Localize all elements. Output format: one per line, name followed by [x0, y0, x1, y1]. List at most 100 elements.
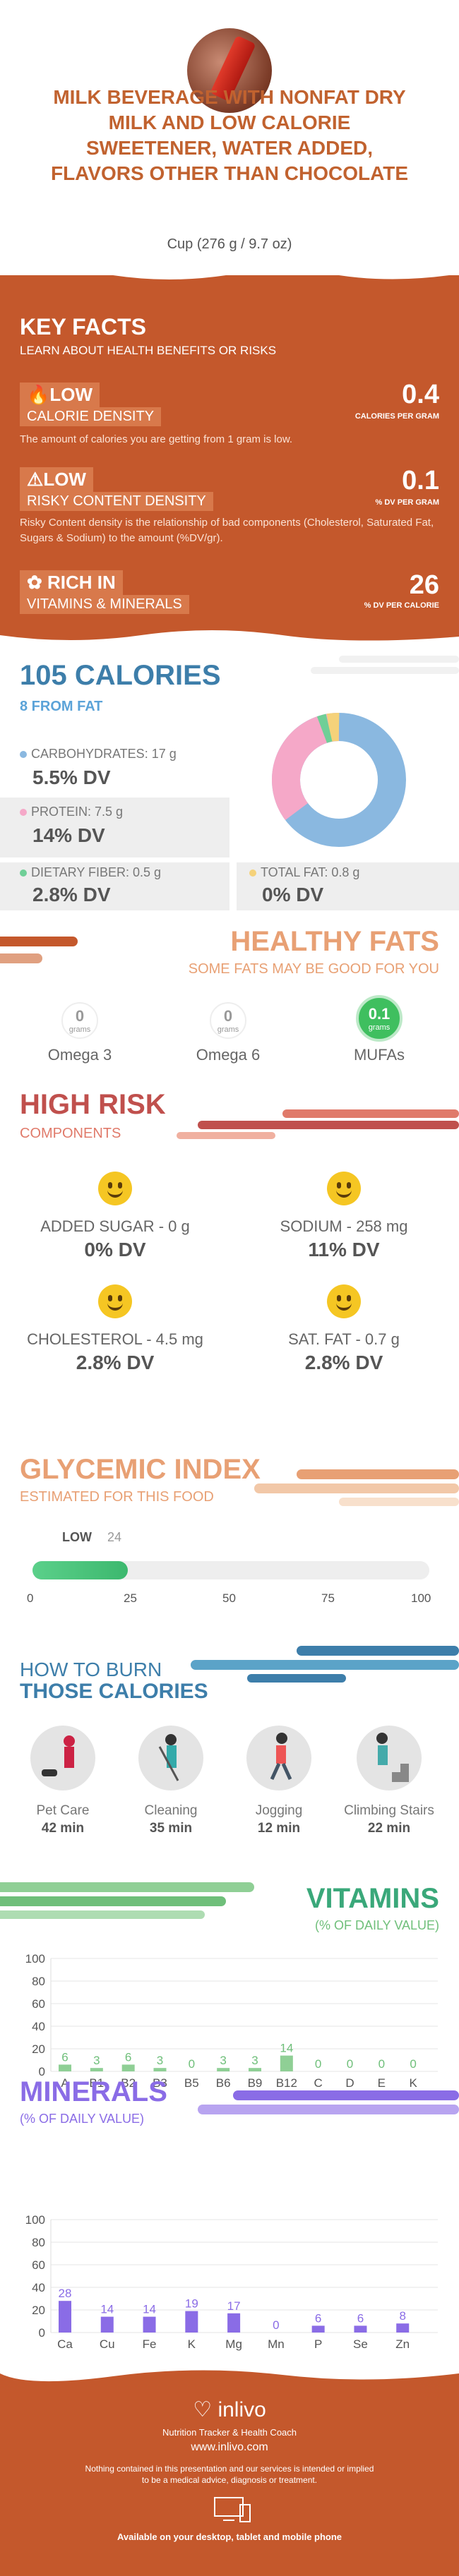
fat-dv: 0% DV [262, 884, 324, 905]
y-tick-label: 20 [32, 2042, 45, 2056]
protein-dot [20, 809, 27, 817]
y-tick-label: 0 [39, 2326, 45, 2340]
smile-icon-cholesterol [98, 1284, 132, 1318]
smile-icon-satfat [327, 1284, 361, 1318]
x-tick-K: K [409, 2076, 417, 2090]
fiber-label: DIETARY FIBER: 0.5 g [31, 865, 162, 879]
x-tick-E: E [378, 2076, 386, 2090]
pet-care-label: Pet Care [36, 1803, 90, 1818]
smile-icon-sodium [327, 1172, 361, 1205]
y-tick-label: 100 [25, 2213, 45, 2227]
bar-Zn [396, 2323, 410, 2333]
decor-stripes-risk [177, 1109, 459, 1139]
value-label-A: 6 [61, 2050, 68, 2064]
x-tick-D: D [345, 2076, 354, 2090]
x-tick-B5: B5 [184, 2076, 199, 2090]
x-tick-Cu: Cu [100, 2337, 115, 2351]
vitamins-unit: % DV PER CALORIE [364, 601, 439, 610]
donut-fiber [316, 714, 333, 743]
decor-stripes-minerals [198, 2090, 459, 2114]
carbs-dv: 5.5% DV [32, 766, 111, 788]
protein-dv: 14% DV [32, 824, 105, 846]
value-label-Se: 6 [357, 2311, 364, 2325]
carbs-label: CARBOHYDRATES: 17 g [31, 747, 177, 761]
decor-stripes-vitamins [0, 1882, 254, 1919]
footer-url[interactable]: www.inlivo.com [191, 2441, 268, 2453]
y-tick-label: 100 [25, 1952, 45, 1966]
mufas: 0.1 grams MUFAs [344, 995, 415, 1064]
x-tick-B3: B3 [153, 2076, 167, 2090]
x-tick-Se: Se [353, 2337, 368, 2351]
glycemic-title: GLYCEMIC INDEX [20, 1454, 261, 1485]
value-label-Ca: 28 [59, 2287, 72, 2300]
value-label-Mn: 0 [273, 2318, 279, 2332]
value-label-Zn: 8 [399, 2309, 405, 2323]
calorie-density-unit: CALORIES PER GRAM [354, 412, 439, 421]
risky-content-desc: Risky Content density is the relationshi… [20, 517, 434, 544]
glycemic-track [32, 1561, 429, 1579]
calorie-density-level: 🔥LOW [20, 383, 100, 407]
devices-icon [214, 2497, 251, 2522]
bar-Mg [227, 2313, 241, 2333]
bar-B1 [90, 2068, 103, 2071]
omega3-circle: 0 grams [61, 1002, 98, 1039]
bar-B2 [121, 2064, 135, 2071]
glycemic-subtitle: ESTIMATED FOR THIS FOOD [20, 1489, 214, 1505]
cleaning-icon [138, 1726, 203, 1790]
smile-icon-sugar [98, 1172, 132, 1205]
fiber-box: DIETARY FIBER: 0.5 g 2.8% DV [0, 862, 230, 910]
value-label-D: 0 [347, 2057, 353, 2071]
x-tick-Ca: Ca [57, 2337, 73, 2351]
bar-B9 [249, 2068, 261, 2071]
stairs-min: 22 min [367, 1821, 411, 1836]
gi-tick-75: 75 [321, 1591, 335, 1605]
stairs-icon [357, 1726, 422, 1790]
calories-title: 105 CALORIES [20, 660, 221, 691]
cleaning-min: 35 min [149, 1821, 193, 1836]
decor-stripes-fats [0, 937, 78, 963]
cholesterol-dv: 2.8% DV [76, 1352, 155, 1373]
x-tick-P: P [314, 2337, 322, 2351]
x-tick-Mg: Mg [225, 2337, 242, 2351]
wave-bottom [0, 630, 459, 645]
fat-dot [249, 869, 256, 877]
omega6-circle: 0 grams [210, 1002, 246, 1039]
glycemic-fill [32, 1561, 128, 1579]
sodium-label: SODIUM - 258 mg [280, 1217, 408, 1235]
calorie-density-label: CALORIE DENSITY [20, 407, 162, 426]
gi-tick-0: 0 [27, 1591, 34, 1605]
y-tick-label: 40 [32, 2281, 45, 2294]
food-title: MILK BEVERAGE WITH NONFAT DRY MILK AND L… [50, 86, 409, 184]
mufas-label: MUFAs [353, 1046, 405, 1064]
omega3: 0 grams Omega 3 [44, 1002, 115, 1064]
wave-top [0, 267, 459, 279]
vitamins-value: 26 [409, 570, 439, 600]
risky-content-label: RISKY CONTENT DENSITY [20, 492, 213, 511]
bar-B12 [280, 2055, 293, 2071]
value-label-Fe: 14 [143, 2303, 156, 2316]
sodium-dv: 11% DV [308, 1239, 380, 1260]
food-photo [187, 28, 272, 113]
x-tick-B9: B9 [248, 2076, 263, 2090]
fiber-dv: 2.8% DV [32, 884, 111, 905]
flame-icon: 🔥 [27, 384, 50, 405]
pet-care-min: 42 min [41, 1821, 85, 1836]
satfat-label: SAT. FAT - 0.7 g [288, 1330, 400, 1348]
burn-title-1: HOW TO BURN [20, 1659, 162, 1680]
bar-B6 [217, 2068, 230, 2071]
bar-Cu [100, 2316, 114, 2333]
risky-content-level: ⚠LOW [20, 467, 93, 492]
vitamins-tag: ✿ RICH IN VITAMINS & MINERALS [20, 570, 189, 614]
footer-wave [0, 2366, 459, 2382]
jogging-min: 12 min [257, 1821, 301, 1836]
y-tick-label: 60 [32, 2258, 45, 2272]
cleaning-label: Cleaning [144, 1803, 198, 1818]
value-label-Cu: 14 [100, 2303, 114, 2316]
y-tick-label: 20 [32, 2304, 45, 2317]
calorie-density-desc: The amount of calories you are getting f… [20, 433, 293, 445]
high-risk-subtitle: COMPONENTS [20, 1126, 121, 1141]
x-tick-Fe: Fe [143, 2337, 157, 2351]
bar-P [311, 2325, 325, 2333]
cholesterol-label: CHOLESTEROL - 4.5 mg [27, 1330, 203, 1348]
fat-box: TOTAL FAT: 0.8 g 0% DV [237, 862, 459, 910]
